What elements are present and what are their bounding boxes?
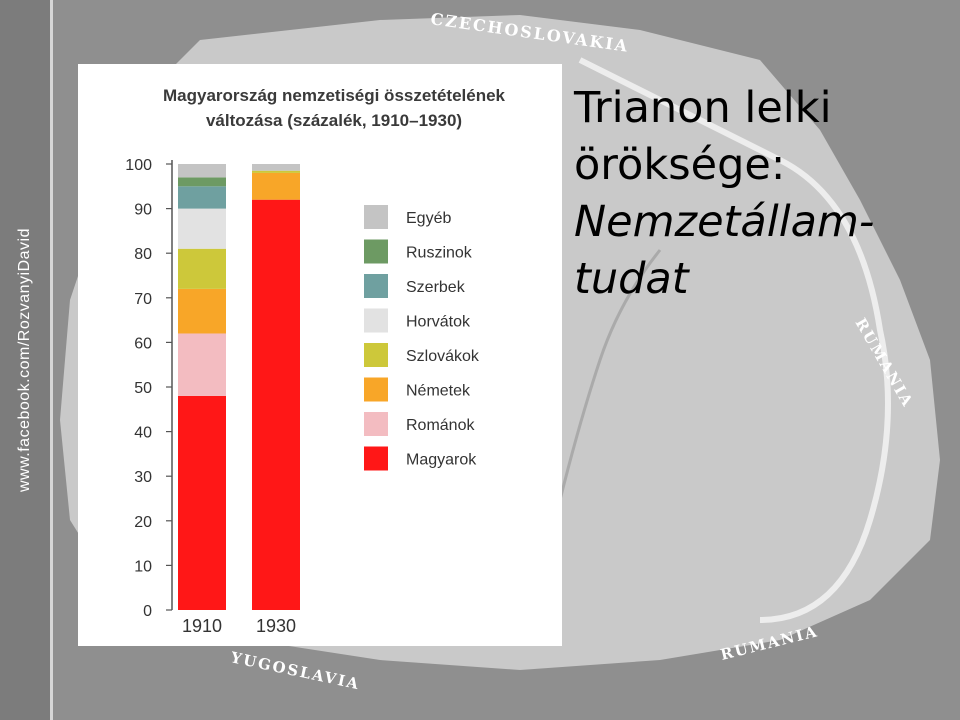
legend-swatch-németek xyxy=(364,377,388,402)
bars xyxy=(178,164,300,610)
bar-segment-1910-németek xyxy=(178,288,226,334)
bar-segment-1910-egyéb xyxy=(178,164,226,178)
chart-title: Magyarország nemzetiségi összetételének … xyxy=(163,86,506,130)
slide-title-line-3: Nemzetállam- xyxy=(574,197,875,247)
chart-panel: Magyarország nemzetiségi összetételének … xyxy=(78,64,562,646)
slide-title-line-1: Trianon lelki xyxy=(574,83,832,133)
side-url-text: www.facebook.com/RozvanyiDavid xyxy=(16,228,33,492)
legend-label-szlovákok: Szlovákok xyxy=(406,348,480,365)
legend-label-magyarok: Magyarok xyxy=(406,452,477,469)
legend-label-horvátok: Horvátok xyxy=(406,314,471,331)
legend: Egyéb Ruszinok Szerbek Horvátok Szlovákok Ném… xyxy=(364,205,480,471)
legend-label-románok: Románok xyxy=(406,417,475,434)
y-tick-label: 70 xyxy=(134,291,152,308)
x-tick-label-1930: 1930 xyxy=(256,616,296,636)
y-tick-label: 90 xyxy=(134,202,152,219)
stacked-bar-chart: Magyarország nemzetiségi összetételének … xyxy=(125,86,506,636)
y-axis-ticks: 0 10 20 30 40 50 60 70 80 90 100 xyxy=(125,157,172,620)
chart-title-line-1: Magyarország nemzetiségi összetételének xyxy=(163,86,506,105)
chart-title-line-2: változása (százalék, 1910–1930) xyxy=(206,111,462,130)
bar-segment-1910-szerbek xyxy=(178,186,226,209)
y-tick-label: 40 xyxy=(134,425,152,442)
bar-segment-1910-magyarok xyxy=(178,395,226,610)
y-tick-label: 60 xyxy=(134,335,152,352)
slide-title-line-4: tudat xyxy=(574,254,689,304)
bar-segment-1930-magyarok xyxy=(252,199,300,610)
slide-title-line-2: öröksége: xyxy=(574,140,786,190)
y-tick-label: 10 xyxy=(134,558,152,575)
side-strip: www.facebook.com/RozvanyiDavid xyxy=(0,0,53,720)
x-tick-label-1910: 1910 xyxy=(182,616,222,636)
legend-label-ruszinok: Ruszinok xyxy=(406,245,473,262)
bar-segment-1910-románok xyxy=(178,333,226,396)
legend-swatch-magyarok xyxy=(364,446,388,471)
bar-segment-1930-szlovákok xyxy=(252,170,300,173)
x-axis-labels: 1910 1930 xyxy=(182,616,296,636)
legend-label-németek: Németek xyxy=(406,383,471,400)
map-river-line xyxy=(558,249,662,501)
y-tick-label: 100 xyxy=(125,157,152,174)
legend-swatch-szlovákok xyxy=(364,343,388,367)
legend-swatch-románok xyxy=(364,412,388,436)
bar-segment-1910-horvátok xyxy=(178,208,226,249)
legend-label-szerbek: Szerbek xyxy=(406,279,466,296)
bar-segment-1930-egyéb xyxy=(252,164,300,171)
bar-segment-1910-szlovákok xyxy=(178,248,226,289)
y-tick-label: 0 xyxy=(143,603,152,620)
legend-swatch-ruszinok xyxy=(364,239,388,264)
y-tick-label: 30 xyxy=(134,469,152,486)
legend-swatch-egyéb xyxy=(364,205,388,229)
legend-swatch-horvátok xyxy=(364,308,388,333)
bar-segment-1910-ruszinok xyxy=(178,177,226,187)
y-tick-label: 50 xyxy=(134,380,152,397)
bar-segment-1930-németek xyxy=(252,172,300,200)
y-tick-label: 20 xyxy=(134,514,152,531)
y-tick-label: 80 xyxy=(134,246,152,263)
slide-title: Trianon lelki öröksége: Nemzetállam- tud… xyxy=(574,80,954,308)
legend-swatch-szerbek xyxy=(364,274,388,298)
legend-label-egyéb: Egyéb xyxy=(406,210,451,227)
map-label-yugoslavia: YUGOSLAVIA xyxy=(228,648,362,693)
map-border-line xyxy=(578,57,891,623)
